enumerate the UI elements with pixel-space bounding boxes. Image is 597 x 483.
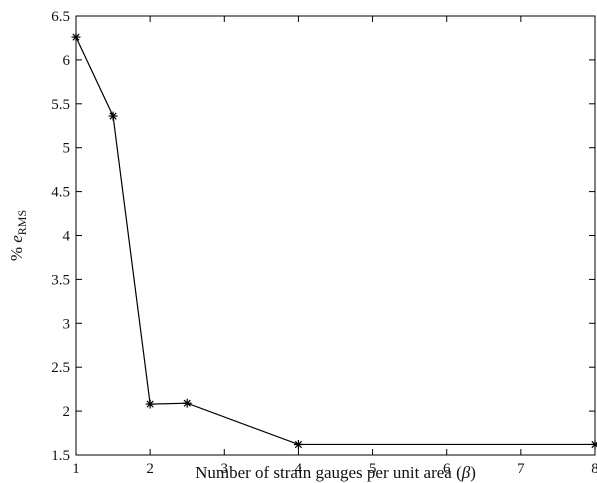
data-point-marker bbox=[108, 111, 118, 121]
x-tick-label: 1 bbox=[72, 461, 80, 477]
y-tick-label: 2 bbox=[63, 404, 71, 420]
y-tick-label: 5 bbox=[63, 141, 71, 157]
x-axis-ticks: 1 2 3 4 5 6 7 8 bbox=[72, 16, 597, 477]
y-tick-label: 4 bbox=[63, 229, 71, 245]
data-point-marker bbox=[293, 439, 303, 449]
y-axis-label-prefix: % bbox=[7, 243, 26, 261]
y-tick-label: 1.5 bbox=[51, 448, 70, 464]
data-point-marker bbox=[71, 32, 81, 42]
data-markers bbox=[71, 32, 597, 449]
y-tick-label: 6 bbox=[63, 53, 71, 69]
y-tick-label: 2.5 bbox=[51, 360, 70, 376]
x-tick-label: 6 bbox=[443, 461, 451, 477]
y-axis-label: % eRMS bbox=[7, 210, 29, 261]
x-tick-label: 7 bbox=[517, 461, 525, 477]
y-axis-label-var: e bbox=[7, 235, 26, 243]
x-tick-label: 5 bbox=[369, 461, 377, 477]
x-axis-label: Number of strain gauges per unit area (β… bbox=[195, 463, 476, 482]
axes-frame bbox=[75, 15, 596, 456]
x-axis-label-close: ) bbox=[470, 463, 476, 482]
x-axis-label-symbol: β bbox=[461, 463, 471, 482]
x-tick-label: 2 bbox=[146, 461, 154, 477]
plot-area: 1.5 2 2.5 3 3.5 4 4.5 5 5.5 6 6.5 1 2 3 4 5 6 7 8 bbox=[51, 9, 597, 477]
y-axis-label-sub: RMS bbox=[15, 210, 29, 235]
y-tick-label: 4.5 bbox=[51, 185, 70, 201]
y-tick-label: 3 bbox=[63, 316, 71, 332]
y-tick-label: 6.5 bbox=[51, 9, 70, 25]
data-point-marker bbox=[590, 439, 597, 449]
data-point-marker bbox=[145, 399, 155, 409]
data-point-marker bbox=[182, 398, 192, 408]
x-tick-label: 3 bbox=[221, 461, 229, 477]
x-axis-label-text: Number of strain gauges per unit area ( bbox=[195, 463, 462, 482]
y-tick-label: 5.5 bbox=[51, 97, 70, 113]
x-tick-label: 8 bbox=[591, 461, 597, 477]
y-tick-label: 3.5 bbox=[51, 272, 70, 288]
y-axis-ticks: 1.5 2 2.5 3 3.5 4 4.5 5 5.5 6 6.5 bbox=[51, 9, 595, 464]
x-tick-label: 4 bbox=[295, 461, 303, 477]
series-line bbox=[75, 36, 595, 446]
